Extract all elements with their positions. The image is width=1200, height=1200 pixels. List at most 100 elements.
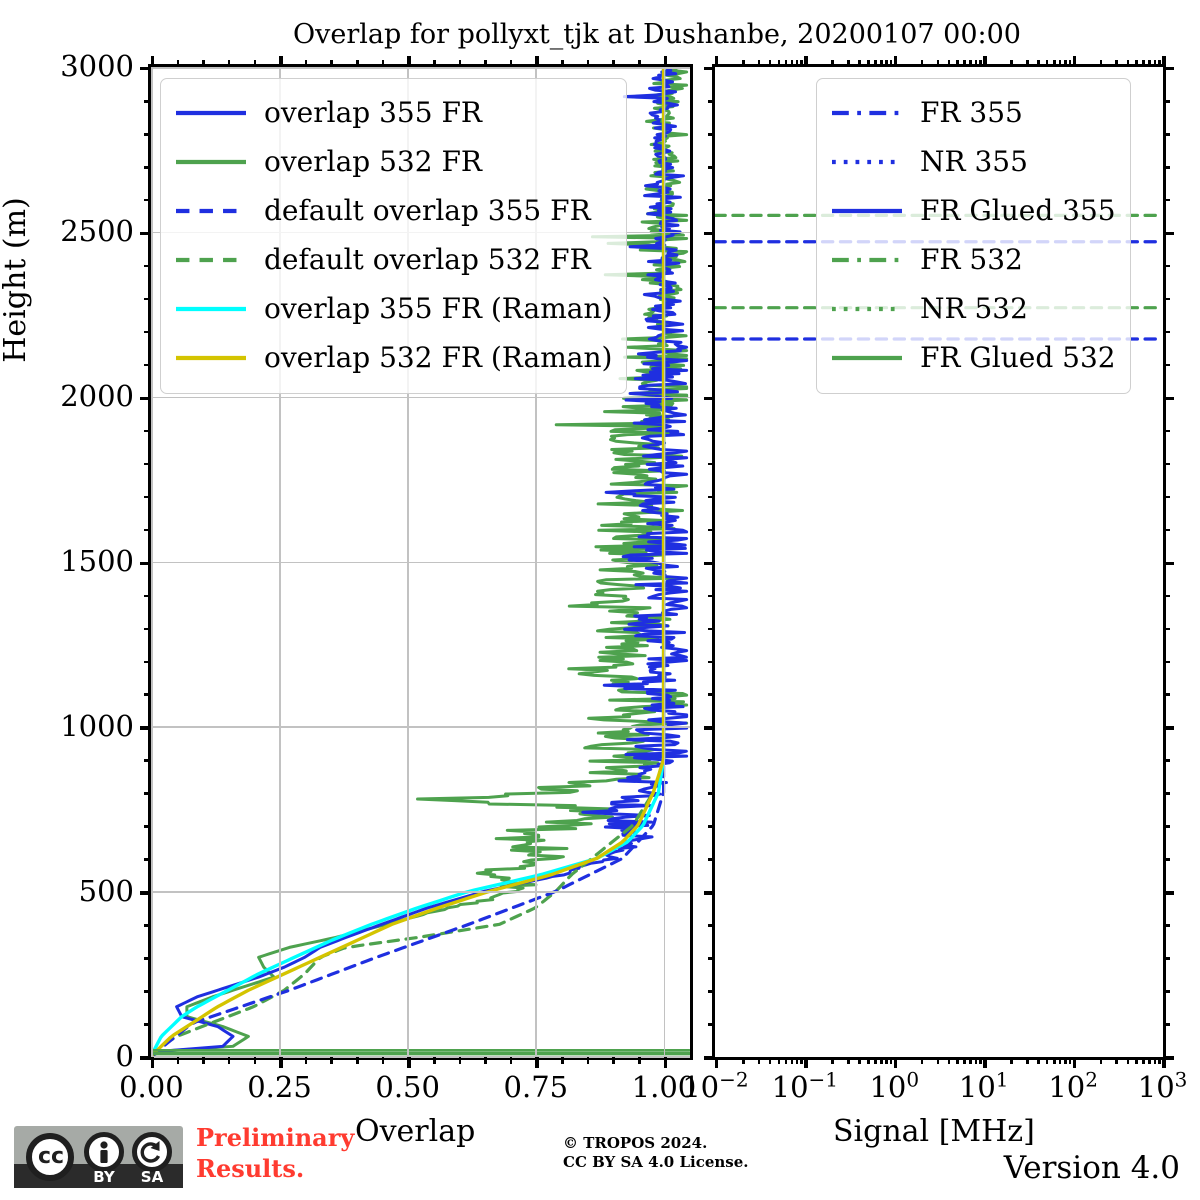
y-tick-minor	[144, 759, 151, 763]
x-tick-minor-top	[509, 60, 513, 67]
grid-line-horizontal	[151, 726, 690, 729]
y-tick-minor	[144, 330, 151, 334]
x-tick-minor	[561, 1057, 564, 1064]
x-tick-minor-top	[227, 60, 231, 67]
x-tick-minor	[1052, 1057, 1056, 1064]
cc-circle-icon	[26, 1133, 74, 1181]
y-tick-minor	[144, 132, 151, 136]
overlap-legend-key-icon	[175, 348, 247, 368]
signal-legend-item: FR 532	[831, 235, 1116, 284]
x-tick-minor-top	[253, 60, 257, 67]
x-tick-minor	[509, 1057, 513, 1064]
x-tick-minor-top	[176, 60, 180, 67]
x-tick-major-top	[663, 56, 667, 67]
x-tick-minor-top	[1010, 60, 1013, 67]
y-tick-minor-right	[1163, 198, 1170, 202]
x-tick-label: 10−1	[771, 1067, 839, 1104]
x-tick-minor	[936, 1057, 940, 1064]
signal-legend-item: FR Glued 532	[831, 333, 1116, 382]
x-tick-label: 0.50	[375, 1070, 440, 1104]
signal-legend-key-icon	[831, 201, 903, 221]
x-tick-minor-top	[432, 60, 436, 67]
y-tick-minor	[708, 825, 715, 828]
grid-line-horizontal	[151, 561, 690, 564]
x-tick-minor-top	[969, 60, 973, 67]
x-tick-major	[151, 1057, 155, 1068]
signal-legend-item: NR 355	[831, 137, 1116, 186]
x-tick-minor-top	[974, 60, 978, 67]
x-tick-major	[1072, 1057, 1077, 1068]
y-tick-label: 0	[115, 1038, 134, 1073]
x-tick-minor	[202, 1057, 205, 1064]
x-tick-minor	[458, 1057, 462, 1064]
signal-legend: FR 355 NR 355 FR Glued 355 FR 532 NR 532 FR G…	[816, 78, 1131, 394]
grid-line-horizontal	[151, 891, 690, 893]
overlap-legend-key-icon	[175, 201, 247, 221]
y-tick-major	[704, 561, 715, 565]
x-tick-minor-top	[1045, 60, 1049, 67]
y-tick-minor-right	[1163, 594, 1170, 598]
x-tick-minor-top	[1126, 60, 1130, 67]
x-tick-minor	[969, 1057, 973, 1064]
y-tick-major-right	[1163, 891, 1174, 895]
signal-legend-key-icon	[831, 103, 903, 123]
x-tick-minor	[484, 1057, 487, 1064]
x-tick-minor	[1025, 1057, 1029, 1064]
x-tick-major-top	[983, 56, 987, 67]
x-tick-label: 0.00	[119, 1070, 184, 1104]
x-tick-minor	[847, 1057, 850, 1064]
y-tick-minor	[708, 594, 715, 598]
x-tick-minor-top	[795, 60, 799, 67]
y-tick-major	[704, 396, 715, 401]
y-tick-major	[140, 1056, 151, 1060]
y-tick-minor	[144, 990, 151, 993]
x-tick-minor-top	[1052, 60, 1056, 67]
y-tick-major-right	[1163, 231, 1174, 236]
y-tick-minor	[708, 957, 715, 960]
x-tick-minor-top	[407, 60, 410, 67]
x-tick-major	[804, 1057, 808, 1068]
x-tick-minor	[1010, 1057, 1013, 1064]
x-tick-minor	[612, 1057, 615, 1064]
x-tick-major-top	[151, 56, 155, 67]
overlap-legend-label: default overlap 355 FR	[264, 193, 591, 227]
x-tick-label: 0.75	[503, 1070, 569, 1104]
overlap-legend-item: default overlap 532 FR	[175, 235, 612, 284]
y-tick-minor-right	[1163, 165, 1170, 169]
copyright-line-1: © TROPOS 2024.	[563, 1134, 708, 1152]
x-tick-minor	[768, 1057, 772, 1064]
x-tick-minor-top	[458, 60, 462, 67]
y-tick-major	[140, 561, 151, 565]
x-tick-minor	[407, 1057, 410, 1064]
signal-legend-key-icon	[831, 152, 903, 172]
y-tick-minor	[144, 495, 151, 499]
x-tick-minor	[858, 1057, 861, 1064]
y-tick-minor-right	[1163, 1023, 1170, 1026]
y-tick-minor	[144, 693, 151, 697]
signal-legend-label: FR Glued 532	[920, 340, 1116, 374]
y-tick-minor	[708, 990, 715, 993]
x-tick-minor-top	[784, 60, 788, 67]
y-tick-minor	[708, 165, 715, 169]
y-tick-label: 3000	[60, 49, 134, 84]
x-tick-major	[279, 1057, 283, 1068]
y-tick-major-right	[1163, 726, 1174, 730]
y-tick-major	[140, 726, 151, 730]
x-tick-minor-top	[1158, 60, 1161, 67]
x-tick-minor	[1068, 1057, 1072, 1064]
x-tick-minor	[1148, 1057, 1151, 1064]
x-tick-minor-top	[889, 60, 893, 67]
y-tick-minor	[144, 1023, 151, 1026]
x-tick-minor-top	[777, 60, 781, 67]
x-tick-minor-top	[330, 60, 333, 67]
x-tick-minor-top	[561, 60, 564, 67]
x-tick-major-top	[279, 56, 283, 67]
x-tick-major-top	[1162, 56, 1166, 67]
x-tick-minor-top	[858, 60, 861, 67]
y-tick-minor	[708, 264, 715, 268]
y-tick-minor-right	[1163, 792, 1170, 795]
x-tick-minor-top	[956, 60, 959, 67]
signal-legend-key-icon	[831, 348, 903, 368]
x-tick-minor-top	[304, 60, 308, 67]
y-tick-major-right	[1163, 67, 1174, 71]
